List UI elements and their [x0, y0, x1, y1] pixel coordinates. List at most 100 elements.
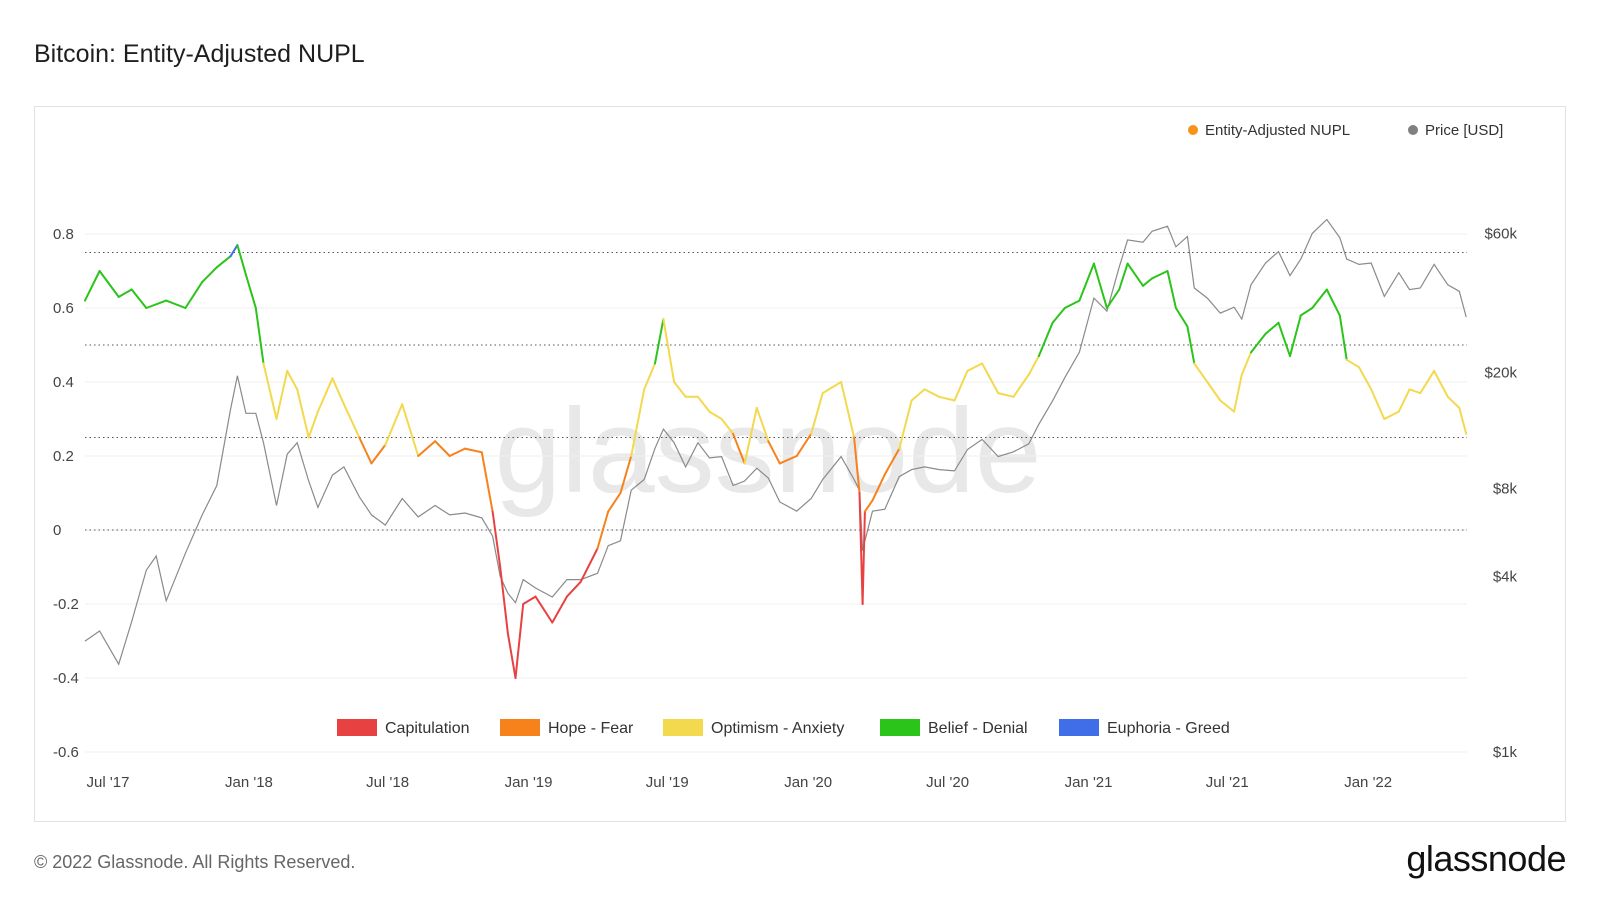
zone-legend-item[interactable]: Hope - Fear	[500, 719, 634, 737]
nupl-segment	[863, 499, 874, 513]
nupl-segment	[910, 388, 926, 402]
y-left-tick-label: -0.4	[53, 670, 79, 687]
nupl-segment	[619, 455, 633, 494]
nupl-segment	[1397, 388, 1411, 413]
zone-legend-item[interactable]: Optimism - Anxiety	[663, 719, 844, 737]
nupl-segment	[732, 432, 746, 465]
nupl-segment	[130, 288, 148, 309]
nupl-segment	[579, 547, 599, 583]
legend-label: Price [USD]	[1425, 122, 1503, 139]
nupl-segment	[1174, 307, 1189, 328]
nupl-segment	[358, 436, 373, 465]
nupl-segment	[883, 447, 901, 476]
nupl-segment	[307, 410, 319, 439]
nupl-segment	[384, 403, 404, 446]
nupl-segment	[401, 403, 420, 457]
nupl-segment	[229, 244, 239, 258]
nupl-segment	[1063, 299, 1081, 309]
nupl-segment	[514, 603, 525, 679]
y-right-tick-label: $4k	[1493, 568, 1518, 585]
y-left-tick-label: 0.6	[53, 300, 74, 317]
nupl-segment	[1151, 270, 1169, 280]
legend-dot	[1188, 125, 1198, 135]
zone-label: Hope - Fear	[548, 720, 634, 737]
nupl-segment	[821, 381, 843, 395]
x-tick-label: Jan '18	[225, 774, 273, 791]
x-tick-label: Jul '19	[646, 774, 689, 791]
nupl-segment	[1092, 262, 1108, 309]
nupl-segment	[84, 270, 101, 302]
legend-item[interactable]: Entity-Adjusted NUPL	[1188, 122, 1350, 139]
zone-legend-item[interactable]: Capitulation	[337, 719, 470, 737]
x-tick-label: Jul '17	[87, 774, 130, 791]
nupl-segment	[630, 388, 646, 457]
nupl-segment	[236, 244, 247, 276]
x-tick-label: Jan '20	[784, 774, 832, 791]
nupl-segment	[923, 388, 941, 398]
nupl-segment	[1311, 288, 1328, 309]
nupl-segment	[1338, 314, 1348, 361]
nupl-segment	[201, 266, 218, 284]
y-left-tick-label: -0.2	[53, 596, 79, 613]
nupl-segment	[254, 307, 265, 365]
nupl-segment	[286, 369, 299, 391]
nupl-segment	[1358, 366, 1373, 391]
zone-label: Optimism - Anxiety	[711, 720, 844, 737]
nupl-segment	[938, 395, 956, 402]
y-left-tick-label: 0.8	[53, 226, 74, 243]
nupl-segment	[480, 451, 494, 513]
y-right-tick-label: $60k	[1484, 225, 1517, 242]
nupl-segment	[1383, 410, 1400, 420]
nupl-segment	[871, 473, 886, 502]
nupl-segment	[1206, 381, 1222, 402]
nupl-segment	[522, 595, 537, 605]
nupl-segment	[464, 447, 483, 454]
nupl-segment	[1219, 399, 1236, 413]
nupl-segment	[767, 440, 781, 465]
reference-lines	[85, 252, 1467, 531]
nupl-segment	[215, 255, 232, 269]
x-tick-label: Jul '21	[1206, 774, 1249, 791]
y-left-tick-label: 0.4	[53, 374, 74, 391]
nupl-segment	[1250, 332, 1267, 354]
nupl-segment	[1370, 388, 1386, 420]
y-left-tick-label: -0.6	[53, 744, 79, 761]
zone-swatch	[1059, 719, 1099, 736]
page-title: Bitcoin: Entity-Adjusted NUPL	[34, 40, 365, 68]
nupl-line	[84, 244, 1468, 679]
nupl-segment	[534, 595, 554, 624]
nupl-segment	[1458, 406, 1468, 435]
nupl-segment	[1126, 262, 1144, 287]
zone-legend-item[interactable]: Belief - Denial	[880, 719, 1028, 737]
nupl-segment	[1142, 277, 1154, 287]
series-legend: Entity-Adjusted NUPL Price [USD]	[1188, 122, 1503, 139]
zone-legend-item[interactable]: Euphoria - Greed	[1059, 719, 1230, 737]
nupl-segment	[743, 406, 758, 465]
nupl-segment	[1012, 373, 1030, 398]
y-right-tick-label: $1k	[1493, 744, 1518, 761]
nupl-segment	[342, 403, 361, 439]
glassnode-logo[interactable]: glassnode	[1406, 838, 1566, 879]
nupl-chart[interactable]: glassnode 0.8 0.6 0.4 0.2 0 -0.2 -0.4 -0.6 $60k…	[35, 107, 1567, 823]
nupl-segment	[1277, 321, 1291, 358]
nupl-segment	[840, 381, 856, 439]
nupl-segment	[296, 388, 310, 439]
nupl-segment	[417, 440, 437, 457]
nupl-segment	[565, 580, 582, 598]
nupl-segment	[1289, 314, 1302, 358]
nupl-segment	[98, 270, 120, 298]
nupl-segment	[1105, 288, 1121, 309]
legend-item[interactable]: Price [USD]	[1408, 122, 1503, 139]
nupl-segment	[1408, 388, 1422, 395]
nupl-segment	[1433, 369, 1449, 398]
nupl-segment	[1419, 369, 1436, 395]
nupl-segment	[331, 377, 345, 406]
nupl-segment	[145, 299, 168, 309]
nupl-segment	[262, 362, 278, 420]
nupl-segment	[708, 410, 723, 420]
nupl-segment	[795, 432, 813, 457]
nupl-segment	[1118, 262, 1129, 291]
nupl-segment	[448, 447, 466, 457]
nupl-segment	[673, 381, 687, 398]
zone-label: Euphoria - Greed	[1107, 720, 1230, 737]
